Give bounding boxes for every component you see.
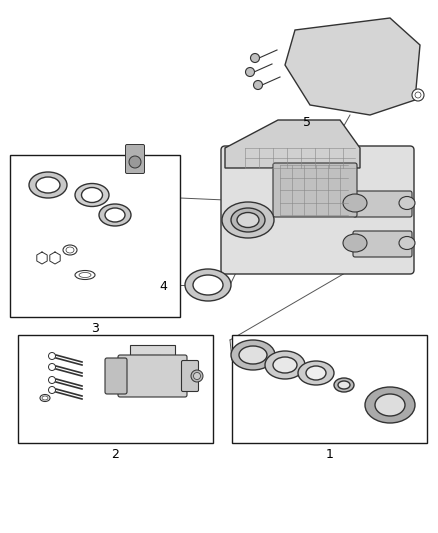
Ellipse shape bbox=[231, 208, 265, 232]
Circle shape bbox=[412, 89, 424, 101]
Ellipse shape bbox=[343, 194, 367, 212]
Circle shape bbox=[251, 53, 259, 62]
Ellipse shape bbox=[75, 183, 109, 206]
FancyBboxPatch shape bbox=[181, 360, 198, 392]
Ellipse shape bbox=[365, 387, 415, 423]
Text: 3: 3 bbox=[91, 321, 99, 335]
Circle shape bbox=[49, 386, 56, 393]
Ellipse shape bbox=[399, 237, 415, 249]
Circle shape bbox=[254, 80, 262, 90]
Ellipse shape bbox=[399, 197, 415, 209]
Text: 5: 5 bbox=[303, 116, 311, 128]
Circle shape bbox=[129, 156, 141, 168]
Ellipse shape bbox=[193, 275, 223, 295]
Ellipse shape bbox=[265, 351, 305, 379]
Ellipse shape bbox=[185, 269, 231, 301]
Ellipse shape bbox=[191, 370, 203, 382]
Polygon shape bbox=[285, 18, 420, 115]
Ellipse shape bbox=[29, 172, 67, 198]
Ellipse shape bbox=[194, 373, 201, 379]
Ellipse shape bbox=[81, 188, 102, 203]
Bar bbox=[18, 335, 213, 443]
Ellipse shape bbox=[36, 177, 60, 193]
Circle shape bbox=[49, 376, 56, 384]
FancyBboxPatch shape bbox=[353, 231, 412, 257]
Ellipse shape bbox=[298, 361, 334, 385]
Text: 2: 2 bbox=[111, 448, 119, 462]
Ellipse shape bbox=[99, 204, 131, 226]
Polygon shape bbox=[225, 120, 360, 168]
Circle shape bbox=[49, 352, 56, 359]
Bar bbox=[232, 335, 427, 443]
Ellipse shape bbox=[222, 202, 274, 238]
Ellipse shape bbox=[375, 394, 405, 416]
FancyBboxPatch shape bbox=[126, 144, 145, 174]
FancyBboxPatch shape bbox=[353, 191, 412, 217]
FancyBboxPatch shape bbox=[273, 163, 357, 217]
Text: 4: 4 bbox=[159, 280, 167, 294]
Ellipse shape bbox=[334, 378, 354, 392]
Ellipse shape bbox=[239, 346, 267, 364]
Circle shape bbox=[49, 364, 56, 370]
Ellipse shape bbox=[273, 357, 297, 373]
FancyBboxPatch shape bbox=[118, 355, 187, 397]
Text: 1: 1 bbox=[326, 448, 334, 462]
Ellipse shape bbox=[343, 234, 367, 252]
Ellipse shape bbox=[105, 208, 125, 222]
FancyBboxPatch shape bbox=[221, 146, 414, 274]
Bar bbox=[10, 155, 180, 317]
Ellipse shape bbox=[338, 381, 350, 389]
Ellipse shape bbox=[231, 340, 275, 370]
FancyBboxPatch shape bbox=[105, 358, 127, 394]
Ellipse shape bbox=[306, 366, 326, 380]
Polygon shape bbox=[130, 345, 175, 360]
Ellipse shape bbox=[237, 213, 259, 228]
Circle shape bbox=[246, 68, 254, 77]
